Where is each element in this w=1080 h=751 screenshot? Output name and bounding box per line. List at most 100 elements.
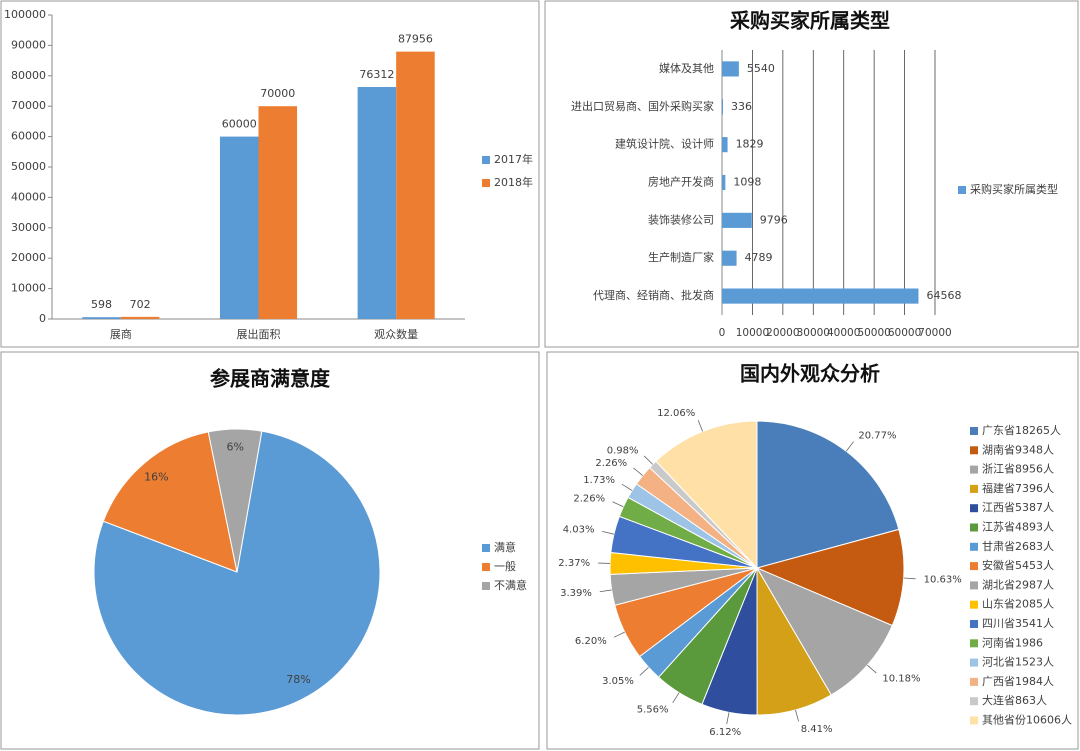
- bar: [722, 61, 739, 77]
- y-tick-label: 进出口贸易商、国外采购买家: [571, 99, 714, 113]
- value-label: 6%: [227, 441, 244, 454]
- legend-label: 山东省2085人: [982, 598, 1054, 611]
- value-label: 70000: [260, 87, 295, 100]
- legend-swatch: [958, 186, 966, 194]
- y-tick-label: 装饰装修公司: [648, 212, 714, 226]
- legend-swatch: [482, 179, 490, 187]
- value-label: 10.63%: [924, 574, 962, 585]
- y-tick-label: 20000: [11, 251, 46, 264]
- value-label: 2.26%: [595, 458, 627, 469]
- legend-label: 甘肃省2683人: [982, 540, 1054, 553]
- leader-line: [795, 709, 800, 722]
- legend-label: 湖南省9348人: [982, 443, 1054, 456]
- bar: [722, 99, 724, 115]
- y-tick-label: 80000: [11, 69, 46, 82]
- value-label: 702: [130, 298, 151, 311]
- y-tick-label: 100000: [4, 8, 46, 21]
- x-tick-label: 30000: [797, 327, 830, 339]
- x-tick-label: 60000: [888, 327, 921, 339]
- y-tick-label: 0: [39, 312, 46, 325]
- leader-line: [612, 501, 624, 508]
- value-label: 5.56%: [637, 705, 669, 716]
- leader-line: [726, 712, 730, 725]
- value-label: 87956: [398, 33, 433, 46]
- value-label: 9796: [760, 213, 788, 226]
- value-label: 64568: [926, 289, 961, 302]
- value-label: 78%: [286, 673, 310, 686]
- legend-swatch: [970, 504, 978, 513]
- pie-slice: [102, 431, 238, 573]
- legend-swatch: [482, 544, 490, 552]
- panel: [0, 351, 540, 750]
- value-label: 12.06%: [657, 408, 695, 419]
- bar: [357, 87, 397, 319]
- leader-line: [845, 441, 854, 452]
- legend-label: 2017年: [494, 152, 533, 166]
- legend-swatch: [970, 620, 978, 628]
- panel: [544, 0, 1079, 348]
- bar: [219, 136, 259, 319]
- bar: [396, 51, 435, 319]
- bar: [722, 250, 737, 266]
- leader-line: [599, 589, 612, 593]
- bar: [722, 174, 726, 191]
- panel: [546, 351, 1079, 750]
- x-tick-label: 展出面积: [237, 327, 281, 341]
- leader-line: [867, 664, 877, 674]
- chart-title: 采购买家所属类型: [730, 9, 890, 33]
- bar: [722, 212, 752, 228]
- legend-label: 大连省863人: [982, 693, 1047, 707]
- legend-label: 浙江省8956人: [982, 463, 1054, 476]
- value-label: 20.77%: [858, 430, 896, 441]
- value-label: 76312: [359, 68, 394, 81]
- y-tick-label: 10000: [11, 282, 46, 295]
- legend-swatch: [970, 542, 978, 551]
- legend-swatch: [970, 600, 978, 609]
- leader-line: [643, 455, 654, 465]
- legend-label: 福建省7396人: [982, 481, 1054, 495]
- chart-title: 参展商满意度: [210, 367, 331, 391]
- value-label: 1098: [733, 176, 761, 189]
- x-tick-label: 展商: [110, 327, 132, 341]
- value-label: 10.18%: [882, 673, 920, 684]
- value-label: 6.12%: [709, 727, 741, 738]
- value-label: 4.03%: [563, 525, 595, 536]
- value-label: 0.98%: [607, 445, 639, 456]
- bar: [120, 316, 160, 319]
- legend-label: 不满意: [494, 578, 527, 592]
- leader-line: [639, 667, 649, 676]
- value-label: 8.41%: [801, 724, 833, 735]
- legend-swatch: [970, 427, 978, 435]
- y-tick-label: 30000: [11, 221, 46, 234]
- leader-line: [633, 467, 643, 476]
- y-tick-label: 生产制造厂家: [648, 250, 714, 264]
- value-label: 4789: [745, 251, 773, 264]
- panel: [0, 0, 540, 348]
- y-tick-label: 70000: [11, 99, 46, 112]
- y-tick-label: 建筑设计院、设计师: [615, 137, 714, 151]
- legend-swatch: [970, 581, 978, 590]
- y-tick-label: 40000: [11, 190, 46, 203]
- y-tick-label: 90000: [11, 38, 46, 51]
- legend-label: 一般: [494, 560, 516, 573]
- leader-line: [602, 531, 615, 535]
- value-label: 3.39%: [560, 588, 592, 599]
- x-tick-label: 40000: [827, 327, 860, 339]
- value-label: 1.73%: [583, 475, 615, 486]
- legend-swatch: [970, 446, 978, 455]
- legend-label: 四川省3541人: [982, 617, 1054, 630]
- legend-swatch: [970, 697, 978, 706]
- legend-label: 江西省5387人: [982, 501, 1054, 514]
- legend-swatch: [970, 677, 978, 686]
- legend-label: 安徽省5453人: [982, 558, 1054, 572]
- value-label: 5540: [747, 62, 775, 75]
- x-tick-label: 50000: [857, 327, 890, 339]
- legend-label: 2018年: [494, 175, 533, 189]
- value-label: 2.37%: [558, 558, 590, 569]
- x-tick-label: 70000: [918, 327, 951, 339]
- x-tick-label: 20000: [766, 327, 799, 339]
- bar: [722, 288, 919, 304]
- x-tick-label: 0: [719, 327, 726, 339]
- value-label: 1829: [736, 138, 764, 151]
